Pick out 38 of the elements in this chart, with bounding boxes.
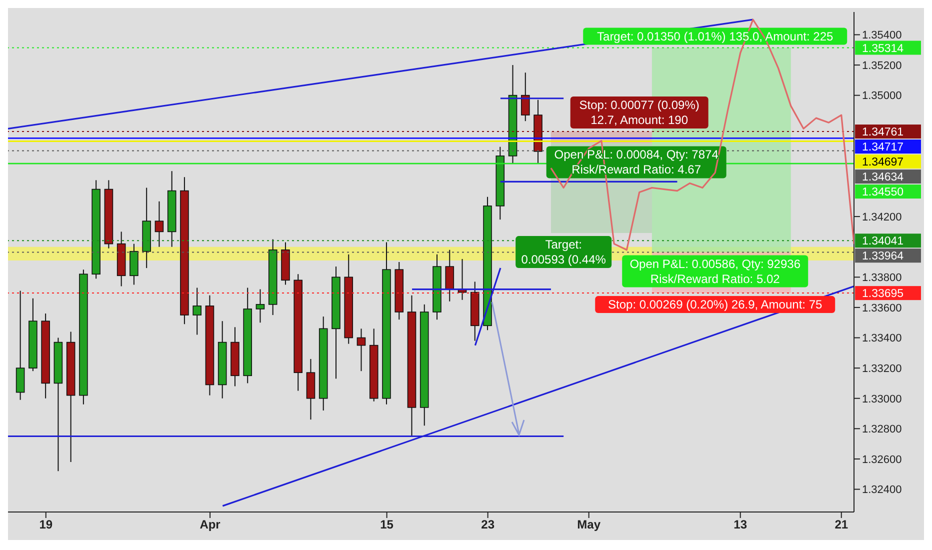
y-tick-label: 1.33800 — [862, 272, 902, 284]
candlestick — [445, 249, 454, 302]
candlestick — [192, 287, 202, 336]
y-tick-label: 1.32400 — [862, 484, 902, 496]
candlestick — [356, 328, 366, 372]
x-tick-label: May — [577, 518, 601, 532]
annotation: Target: 0.00593 (0.44% — [521, 238, 606, 267]
ref-line-label: 1.34697 — [862, 156, 904, 169]
candlestick — [154, 200, 164, 248]
y-tick-label: 1.33600 — [862, 302, 902, 314]
y-tick-label: 1.34200 — [862, 211, 902, 224]
ref-line-label: 1.34550 — [862, 186, 904, 199]
ref-line-label: 1.33964 — [862, 250, 904, 263]
ref-line-label: 1.34761 — [862, 126, 904, 139]
x-tick-label: Apr — [200, 518, 221, 532]
x-tick-label: 23 — [481, 518, 495, 532]
ref-line-label: 1.33695 — [862, 288, 904, 300]
candlestick — [256, 288, 265, 324]
ref-line-label: 1.34717 — [862, 142, 904, 154]
x-tick-label: 15 — [380, 518, 394, 532]
y-tick-label: 1.35000 — [862, 90, 902, 102]
x-tick-label: 21 — [834, 518, 848, 532]
ref-line-label: 1.34041 — [862, 236, 904, 248]
candlestick — [520, 72, 530, 122]
ref-line-label: 1.34634 — [862, 172, 904, 184]
y-tick-label: 1.32800 — [862, 424, 902, 436]
annotation: Stop: 0.00269 (0.20%) 26.9, Amount: 75 — [608, 298, 822, 312]
annotation: Open P&L: 0.00586, Qty: 92936 Risk/Reward Ratio: 5.02 — [630, 256, 801, 286]
x-tick-label: 19 — [39, 518, 53, 532]
y-tick-label: 1.33200 — [862, 362, 902, 375]
y-tick-label: 1.35200 — [862, 60, 902, 72]
ref-line-label: 1.35314 — [862, 42, 904, 55]
y-tick-label: 1.32600 — [862, 454, 902, 466]
annotation: Stop: 0.00077 (0.09%) 12.7, Amount: 190 — [579, 98, 700, 128]
y-tick-label: 1.35400 — [862, 30, 902, 42]
y-tick-label: 1.33400 — [862, 332, 902, 345]
x-tick-label: 13 — [734, 518, 748, 532]
y-tick-label: 1.33000 — [862, 393, 902, 406]
